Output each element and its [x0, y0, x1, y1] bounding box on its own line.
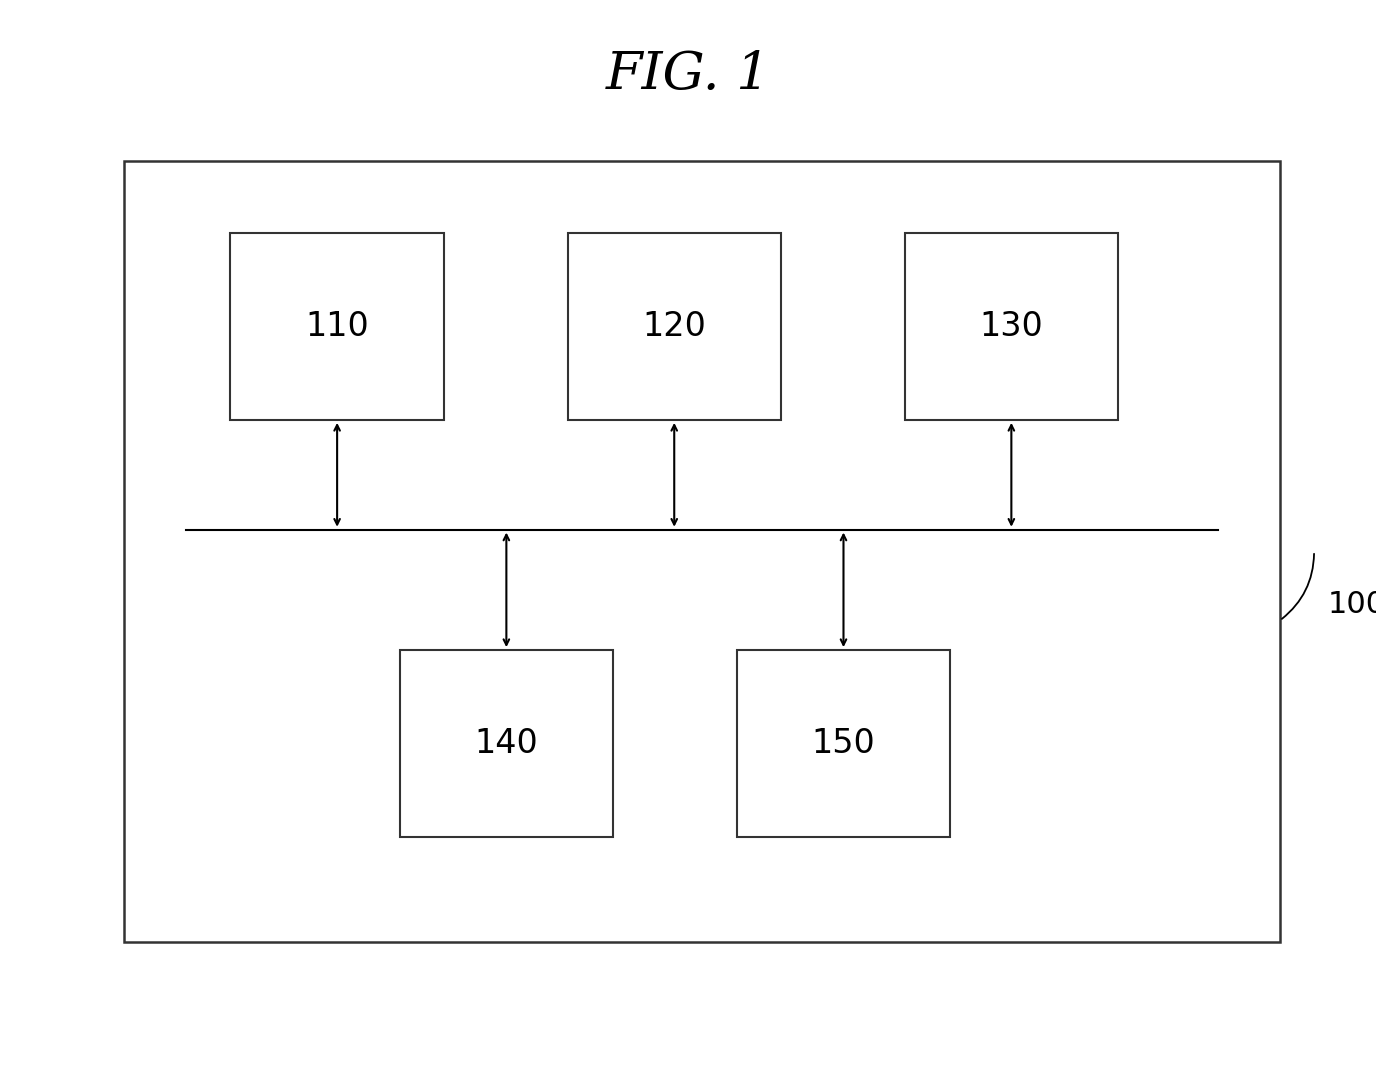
Text: 110: 110 — [305, 310, 369, 342]
Bar — [738, 651, 949, 837]
Text: 140: 140 — [475, 728, 538, 760]
Bar — [230, 232, 443, 419]
Text: FIG. 1: FIG. 1 — [605, 49, 771, 101]
Text: 150: 150 — [812, 728, 875, 760]
Text: 100: 100 — [1328, 590, 1376, 620]
Text: 120: 120 — [643, 310, 706, 342]
Bar — [124, 160, 1280, 942]
Bar — [568, 232, 782, 419]
Bar — [905, 232, 1117, 419]
Text: 130: 130 — [980, 310, 1043, 342]
Bar — [399, 651, 614, 837]
